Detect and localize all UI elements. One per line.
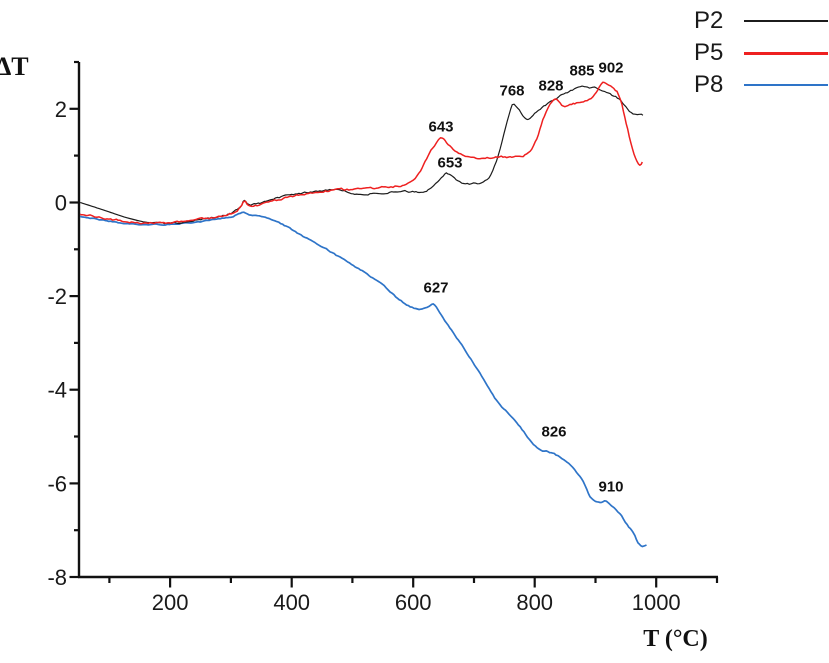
y-axis-title: ΔT [0, 52, 29, 81]
y-tick-label: -4 [47, 378, 67, 403]
legend: P2 P5 P8 [694, 5, 828, 101]
y-tick-label: 0 [55, 191, 67, 216]
legend-line-p8 [744, 84, 828, 86]
x-tick-label: 1000 [632, 590, 681, 615]
peak-label-627: 627 [423, 279, 449, 297]
x-tick-label: 400 [273, 590, 310, 615]
x-tick-label: 600 [395, 590, 432, 615]
peak-label-768: 768 [499, 82, 525, 100]
peak-label-643: 643 [428, 118, 454, 136]
legend-line-p2 [744, 19, 828, 23]
legend-item-p5: P5 [694, 37, 828, 69]
peak-label-902: 902 [598, 59, 624, 77]
series-P2-curve [80, 85, 644, 225]
y-tick-label: -6 [47, 471, 67, 496]
legend-label-p8: P8 [694, 71, 724, 98]
peak-label-828: 828 [538, 77, 564, 95]
legend-line-p5 [744, 51, 828, 55]
series-P5-curve [79, 81, 643, 225]
peak-label-910: 910 [598, 478, 624, 496]
peak-label-826: 826 [541, 423, 567, 441]
y-tick-label: 2 [55, 97, 67, 122]
y-tick-label: -8 [47, 565, 67, 590]
x-tick-label: 800 [516, 590, 553, 615]
peak-label-653: 653 [437, 154, 463, 172]
legend-item-p8: P8 [694, 69, 828, 101]
peak-label-885: 885 [569, 62, 595, 80]
y-tick-label: -2 [47, 284, 67, 309]
x-axis-title: T (°C) [643, 626, 708, 652]
legend-item-p2: P2 [694, 5, 828, 37]
series-P8-curve [79, 211, 647, 548]
legend-label-p5: P5 [694, 39, 724, 66]
legend-label-p2: P2 [694, 7, 724, 34]
axes [77, 62, 718, 579]
x-tick-label: 200 [152, 590, 189, 615]
